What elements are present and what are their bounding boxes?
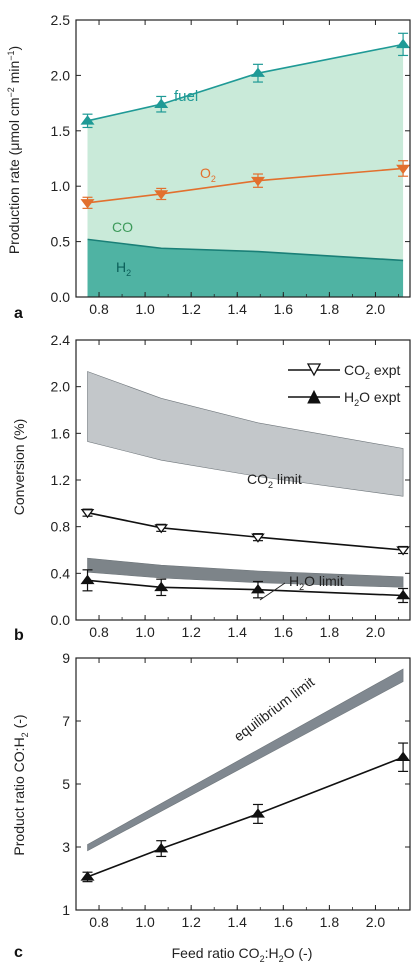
x-tick-label: 2.0 (366, 624, 386, 640)
panel-c: 0.8 1.0 1.2 1.4 1.6 1.8 2.0 1 3 5 7 9 Product ratio… (11, 650, 411, 963)
y-tick-label: 2.0 (51, 379, 71, 395)
fuel-label: fuel (174, 88, 198, 105)
panel-a-letter: a (14, 305, 23, 322)
data-point (396, 546, 410, 556)
h2-label: H2 (116, 259, 131, 278)
x-tick-label: 1.6 (274, 914, 294, 930)
panel-a-y-axis-label: Production rate (μmol cm−2 min−1) (6, 46, 22, 254)
y-tick-label: 2.5 (51, 12, 71, 28)
legend-co2-marker (306, 363, 322, 377)
legend-h2o-label: H2O expt (344, 389, 400, 408)
x-tick-label: 1.2 (181, 914, 201, 930)
co2-limit-label: CO2 limit (247, 471, 302, 490)
x-tick-label: 1.4 (228, 624, 248, 640)
y-tick-label: 2.4 (51, 332, 71, 348)
y-tick-label: 2.0 (51, 67, 71, 83)
x-tick-label: 0.8 (89, 914, 109, 930)
panel-c-letter: c (14, 944, 23, 961)
x-tick-label: 1.4 (228, 301, 248, 317)
y-tick-label: 1.5 (51, 123, 71, 139)
data-point (80, 574, 95, 585)
data-point (154, 842, 169, 853)
data-point (250, 583, 265, 594)
band-equilibrium-limit (87, 668, 404, 852)
y-tick-label: 1.0 (51, 178, 71, 194)
series-line-fuel (87, 43, 404, 122)
data-point (80, 871, 95, 881)
panel-b-legend: CO2 expt H2O expt (288, 362, 400, 408)
y-tick-label: 0.0 (51, 289, 71, 305)
data-point (80, 115, 95, 125)
y-tick-label: 0.5 (51, 234, 71, 250)
series-line-o2 (87, 167, 404, 204)
x-tick-label: 1.2 (181, 624, 201, 640)
band-h2o-limit (87, 557, 404, 588)
y-tick-label: 5 (62, 776, 70, 792)
y-tick-label: 0.8 (51, 519, 71, 535)
x-tick-label: 1.8 (320, 624, 340, 640)
panel-b-y-axis-label: Conversion (%) (11, 419, 27, 515)
y-tick-label: 1 (62, 902, 70, 918)
h2o-limit-pointer (259, 582, 286, 601)
h2o-limit-label: H2O limit (289, 573, 344, 592)
data-point (80, 509, 95, 519)
band-co2-limit (87, 371, 404, 497)
x-tick-label: 1.0 (135, 914, 155, 930)
panel-c-y-axis-label: Product ratio CO:H2 (-) (11, 714, 30, 855)
x-tick-label: 1.6 (274, 301, 294, 317)
area-co (87, 44, 404, 261)
data-point (154, 190, 169, 200)
x-tick-label: 0.8 (89, 624, 109, 640)
plot-frame (75, 19, 411, 298)
x-tick-label: 2.0 (366, 914, 386, 930)
y-tick-label: 0.0 (51, 612, 71, 628)
series-line-product-ratio (87, 756, 404, 878)
y-tick-label: 1.2 (51, 472, 71, 488)
data-point (396, 589, 411, 600)
y-tick-label: 1.6 (51, 425, 71, 441)
series-line-co2-expt (87, 511, 404, 551)
x-tick-label: 1.8 (320, 301, 340, 317)
legend-co2-label: CO2 expt (344, 362, 400, 381)
x-tick-label: 1.0 (135, 624, 155, 640)
y-tick-label: 3 (62, 839, 70, 855)
x-tick-label: 1.8 (320, 914, 340, 930)
data-point (251, 533, 265, 543)
data-point (396, 751, 411, 761)
x-tick-label: 1.0 (135, 301, 155, 317)
x-tick-label: 1.2 (181, 301, 201, 317)
data-point (250, 67, 265, 77)
x-tick-label: 1.4 (228, 914, 248, 930)
x-tick-label: 2.0 (366, 301, 386, 317)
x-tick-label: 1.6 (274, 624, 294, 640)
panel-b-letter: b (14, 627, 24, 644)
y-tick-label: 9 (62, 650, 70, 666)
o2-label: O2 (200, 165, 216, 184)
panel-a-plot-area: 0.8 1.0 1.2 1.4 1.6 1.8 2.0 0.0 0.5 1.0 1.5 2.0 2.5 (51, 12, 411, 317)
x-tick-label: 0.8 (89, 301, 109, 317)
data-point (80, 199, 95, 209)
y-tick-label: 0.4 (51, 565, 71, 581)
data-point (154, 581, 169, 592)
panel-a: 0.8 1.0 1.2 1.4 1.6 1.8 2.00.00.51.01.52.02.5 … (6, 12, 411, 322)
y-tick-label: 7 (62, 713, 70, 729)
data-point (250, 808, 265, 818)
legend-h2o-marker (307, 389, 321, 404)
data-point (396, 164, 411, 175)
area-h2 (87, 239, 404, 297)
panel-b: 0.8 1.0 1.2 1.4 1.6 1.8 2.0 0.0 0.4 0.8 1.2 1.6 2.0 2… (11, 332, 411, 644)
data-point (154, 98, 169, 108)
co-label: CO (112, 219, 133, 235)
data-point (396, 38, 411, 49)
series-line-h2o-expt (87, 579, 404, 597)
x-axis-label: Feed ratio CO2:H2O (-) (172, 945, 313, 963)
panel-c-plot-area: 0.8 1.0 1.2 1.4 1.6 1.8 2.0 1 3 5 7 9 (62, 650, 411, 930)
h2-boundary-line (87, 238, 404, 262)
data-point (154, 524, 169, 534)
panel-b-plot-area: 0.8 1.0 1.2 1.4 1.6 1.8 2.0 0.0 0.4 0.8 1.2 1.6 2.0 2… (51, 332, 411, 640)
data-point (250, 176, 265, 187)
